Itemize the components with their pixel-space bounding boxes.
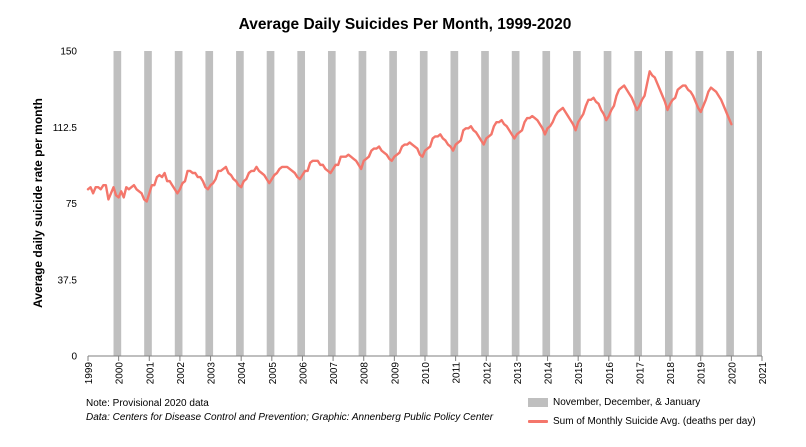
winter-band xyxy=(695,51,704,356)
legend-item-bands: November, December, & January xyxy=(528,397,700,408)
winter-band xyxy=(573,51,581,356)
x-tick-label: 2011 xyxy=(452,362,463,384)
winter-band xyxy=(297,51,306,356)
legend-item-line: Sum of Monthly Suicide Avg. (deaths per … xyxy=(528,416,756,427)
winter-band xyxy=(634,51,643,356)
winter-band xyxy=(174,51,183,356)
x-tick-label: 2015 xyxy=(574,362,585,385)
winter-band xyxy=(756,51,762,356)
winter-bands xyxy=(113,51,762,356)
winter-band xyxy=(603,51,612,356)
note-text: Note: Provisional 2020 data xyxy=(86,398,209,409)
winter-band xyxy=(664,51,673,356)
winter-band xyxy=(726,51,734,356)
x-tick-label: 2000 xyxy=(115,362,126,385)
winter-band xyxy=(419,51,428,356)
y-tick-labels: 0 37.5 75 112.5 150 xyxy=(53,47,78,363)
source-text: Data: Centers for Disease Control and Pr… xyxy=(86,412,494,423)
winter-band xyxy=(113,51,122,356)
x-tick-label: 2007 xyxy=(329,362,340,385)
winter-band xyxy=(542,51,551,356)
x-tick-labels: 1999 2000 2001 2002 2003 2004 2005 2006 2007 2008… xyxy=(84,356,769,384)
y-tick-label: 0 xyxy=(71,352,77,363)
winter-band xyxy=(266,51,275,356)
x-tick-label: 2014 xyxy=(544,362,555,385)
y-tick-label: 150 xyxy=(60,47,77,58)
y-tick-label: 112.5 xyxy=(53,123,78,134)
x-tick-label: 2006 xyxy=(298,362,309,385)
x-tick-label: 2012 xyxy=(482,362,493,385)
chart-title: Average Daily Suicides Per Month, 1999-2… xyxy=(239,16,572,33)
x-tick-label: 2001 xyxy=(145,362,156,385)
y-tick-label: 75 xyxy=(66,199,78,210)
x-tick-label: 2002 xyxy=(176,362,187,385)
x-tick-label: 2017 xyxy=(635,362,646,385)
series-line-suicide-avg xyxy=(86,70,733,203)
x-tick-label: 2019 xyxy=(697,362,708,385)
x-tick-label: 2010 xyxy=(421,362,432,385)
x-tick-label: 2020 xyxy=(727,362,738,385)
legend-label-line: Sum of Monthly Suicide Avg. (deaths per … xyxy=(553,416,756,427)
legend-swatch-line xyxy=(528,420,548,423)
winter-band xyxy=(205,51,214,356)
legend-label-bands: November, December, & January xyxy=(553,397,701,408)
winter-band xyxy=(389,51,397,356)
x-tick-label: 2009 xyxy=(390,362,401,385)
x-tick-label: 2016 xyxy=(605,362,616,385)
x-tick-label: 2008 xyxy=(360,362,371,385)
x-tick-label: 1999 xyxy=(84,362,95,385)
x-tick-label: 2005 xyxy=(268,362,279,385)
x-tick-label: 2013 xyxy=(513,362,524,385)
legend-swatch-bands xyxy=(528,398,548,407)
winter-band xyxy=(450,51,459,356)
winter-band xyxy=(236,51,244,356)
winter-band xyxy=(481,51,489,356)
y-axis-label: Average daily suicide rate per month xyxy=(31,98,45,308)
x-tick-label: 2004 xyxy=(237,362,248,385)
x-tick-label: 2018 xyxy=(666,362,677,385)
x-tick-label: 2003 xyxy=(207,362,218,385)
winter-band xyxy=(511,51,520,356)
y-tick-label: 37.5 xyxy=(58,275,78,286)
winter-band xyxy=(144,51,152,356)
x-tick-label: 2021 xyxy=(758,362,769,385)
winter-band xyxy=(358,51,367,356)
winter-band xyxy=(327,51,336,356)
